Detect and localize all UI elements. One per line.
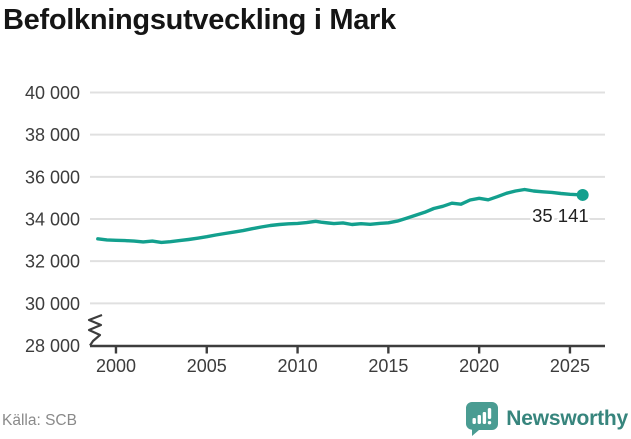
x-tick-label: 2010 (278, 356, 318, 376)
y-tick-label: 30 000 (25, 294, 80, 314)
y-tick-label: 28 000 (25, 336, 80, 356)
x-tick-label: 2025 (550, 356, 590, 376)
newsworthy-logo: Newsworthy (465, 401, 628, 436)
bar-chart-bubble-icon (466, 402, 499, 436)
y-tick-label: 38 000 (25, 125, 80, 145)
x-tick-label: 2020 (459, 356, 499, 376)
x-tick-label: 2000 (96, 356, 136, 376)
newsworthy-wordmark: Newsworthy (506, 406, 628, 430)
y-tick-label: 34 000 (25, 210, 80, 230)
x-tick-label: 2015 (368, 356, 408, 376)
end-point-marker (576, 188, 589, 201)
chart-title: Befolkningsutveckling i Mark (3, 4, 396, 36)
data-line (96, 187, 585, 245)
y-tick-label: 32 000 (25, 252, 80, 272)
y-tick-label: 40 000 (25, 83, 80, 103)
end-value-label: 35 141 (532, 205, 589, 226)
axis-break-icon (87, 313, 103, 347)
source-caption: Källa: SCB (2, 412, 77, 429)
y-tick-label: 36 000 (25, 167, 80, 187)
x-tick-label: 2005 (187, 356, 227, 376)
